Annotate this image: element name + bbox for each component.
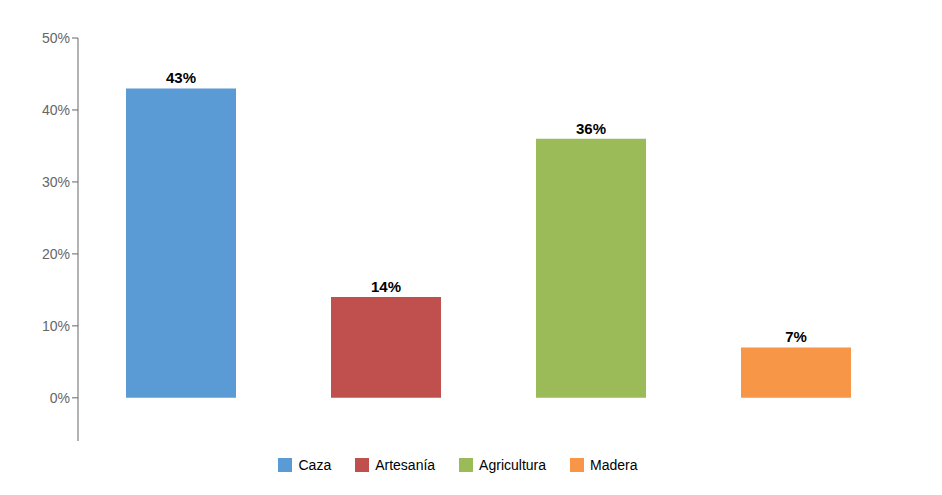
svg-text:7%: 7% — [785, 328, 807, 345]
svg-text:30%: 30% — [42, 174, 70, 190]
svg-text:36%: 36% — [576, 120, 606, 137]
html-text:Agricultura: Agricultura — [479, 457, 546, 473]
svg-text:10%: 10% — [42, 318, 70, 334]
html-text:Artesanía: Artesanía — [375, 457, 436, 473]
svg-text:14%: 14% — [371, 278, 401, 295]
svg-text:40%: 40% — [42, 102, 70, 118]
svg-text:50%: 50% — [42, 30, 70, 46]
svg-text:20%: 20% — [42, 246, 70, 262]
html-text:Caza: Caza — [298, 457, 332, 473]
svg-text:43%: 43% — [166, 69, 196, 86]
html-text:Madera: Madera — [590, 457, 638, 473]
svg-text:0%: 0% — [50, 390, 70, 406]
